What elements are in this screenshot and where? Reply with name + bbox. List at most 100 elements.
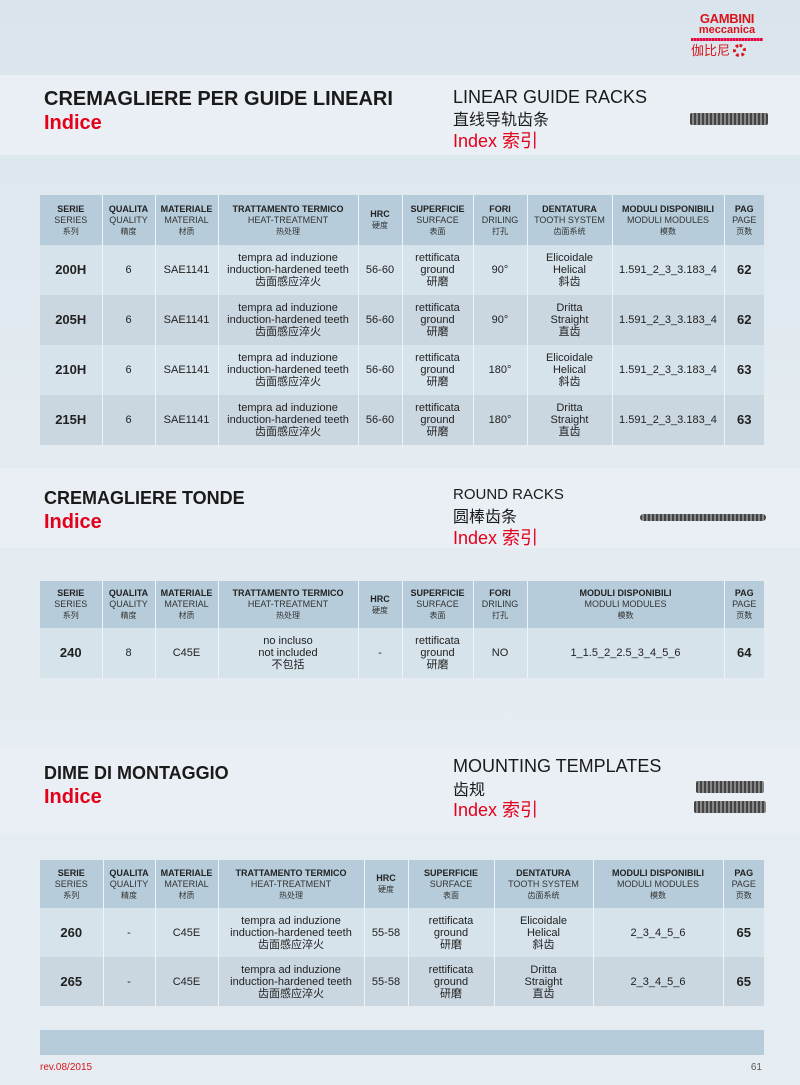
table-cell: 260 xyxy=(40,908,104,957)
table-cell: tempra ad induzione induction-hardened te… xyxy=(218,345,359,395)
table-cell: rettificata ground 研磨 xyxy=(402,245,474,295)
cell-line: tempra ad induzione xyxy=(238,302,338,314)
table-row: 240 8 C45E no incluso not included 不包括 - rettif… xyxy=(40,628,764,678)
cell-line: 180° xyxy=(488,414,512,426)
cell-line: 1.591_2_3_3.183_4 xyxy=(619,314,717,326)
header-line: 热处理 xyxy=(276,611,300,620)
indice-link[interactable]: Indice xyxy=(44,786,102,808)
table-cell: 90° xyxy=(473,295,528,345)
header-line: PAGE xyxy=(731,878,756,889)
section-band-templates xyxy=(0,747,800,833)
column-header: DENTATURA TOOTH SYSTEM 齿面系统 xyxy=(527,195,613,245)
cell-line: 56-60 xyxy=(365,414,395,426)
header-line: SURFACE xyxy=(416,599,459,609)
cell-line: Elicoidale xyxy=(519,914,568,927)
cell-line: Helical xyxy=(552,264,586,276)
section-title-en: MOUNTING TEMPLATES xyxy=(453,756,662,776)
mounting-templates-table: SERIE SERIES 系列 QUALITA QUALITY 精度 MATERIALE MA… xyxy=(40,860,764,1006)
header-line: 系列 xyxy=(63,890,80,900)
table-cell: tempra ad induzione induction-hardened te… xyxy=(218,295,359,345)
table-cell: 56-60 xyxy=(358,345,403,395)
cell-line: 齿面感应淬火 xyxy=(255,276,321,288)
header-line: SURFACE xyxy=(429,878,473,889)
cell-line: 不包括 xyxy=(271,659,305,671)
section-title-cn: 圆棒齿条 xyxy=(453,509,518,526)
table-cell: 205H xyxy=(40,295,103,345)
header-line: QUALITA xyxy=(108,203,149,214)
section-title-it: DIME DI MONTAGGIO xyxy=(44,763,229,783)
cell-line: 62 xyxy=(737,312,752,327)
table-cell: Dritta Straight 直齿 xyxy=(527,295,613,345)
cell-line: 200H xyxy=(55,262,87,277)
index-link[interactable]: Index 索引 xyxy=(453,528,539,548)
cell-line: 直齿 xyxy=(558,326,581,338)
cell-line: 6 xyxy=(125,264,132,276)
cell-line: SAE1141 xyxy=(163,414,210,426)
cell-line: 90° xyxy=(491,314,509,326)
cell-line: rettificata xyxy=(428,963,474,976)
header-line: 热处理 xyxy=(279,890,303,900)
cell-line: Helical xyxy=(526,926,560,939)
table-cell: - xyxy=(103,908,156,957)
header-line: PAG xyxy=(734,588,754,598)
cell-line: 55-58 xyxy=(371,975,401,988)
cell-line: 齿面感应淬火 xyxy=(255,376,321,388)
header-line: MATERIAL xyxy=(164,878,209,889)
table-cell: rettificata ground 研磨 xyxy=(402,295,474,345)
header-line: DRILING xyxy=(481,599,519,609)
cell-line: no incluso xyxy=(263,635,313,647)
header-line: 热处理 xyxy=(276,226,300,236)
cell-line: 1_1.5_2_2.5_3_4_5_6 xyxy=(570,647,681,659)
table-row: 215H 6 SAE1141 tempra ad induzione induction… xyxy=(40,395,764,445)
header-line: 页数 xyxy=(736,226,753,236)
header-line: SERIES xyxy=(54,214,88,225)
table-header-row: SERIE SERIES 系列 QUALITA QUALITY 精度 MATERIALE MA… xyxy=(40,581,764,628)
cell-line: ground xyxy=(433,975,469,988)
cell-line: 斜齿 xyxy=(532,938,555,951)
indice-link[interactable]: Indice xyxy=(44,112,102,134)
table-cell: 6 xyxy=(102,345,156,395)
cell-line: SAE1141 xyxy=(163,364,210,376)
header-line: 打孔 xyxy=(492,611,508,620)
header-line: SERIES xyxy=(54,599,88,609)
column-header: SERIE SERIES 系列 xyxy=(40,860,104,908)
header-line: 齿面系统 xyxy=(527,890,560,900)
table-cell: 2_3_4_5_6 xyxy=(593,957,724,1006)
cell-line: 64 xyxy=(737,645,752,660)
column-header: SERIE SERIES 系列 xyxy=(40,195,103,245)
cell-line: tempra ad induzione xyxy=(238,402,338,414)
header-line: DENTATURA xyxy=(542,203,597,214)
header-line: QUALITY xyxy=(109,214,148,225)
column-header: SERIE SERIES 系列 xyxy=(40,581,103,628)
index-link[interactable]: Index 索引 xyxy=(453,800,539,820)
section-band-linear xyxy=(0,75,800,155)
cell-line: tempra ad induzione xyxy=(238,252,338,264)
header-line: 硬度 xyxy=(372,605,388,615)
cell-line: C45E xyxy=(172,647,201,659)
header-line: MATERIALE xyxy=(160,588,213,598)
table-row: 260 - C45E tempra ad induzione induction-har… xyxy=(40,908,764,957)
table-cell: 6 xyxy=(102,395,156,445)
cell-line: 56-60 xyxy=(365,314,395,326)
header-line: MATERIALE xyxy=(160,867,213,878)
cell-line: 直齿 xyxy=(532,987,555,1000)
cell-line: 2_3_4_5_6 xyxy=(630,926,686,939)
round-rack-image xyxy=(640,514,766,521)
cell-line: ground xyxy=(433,926,469,939)
table-cell: C45E xyxy=(155,957,219,1006)
gear-icon xyxy=(733,44,747,57)
cell-line: NO xyxy=(491,647,509,659)
cell-line: C45E xyxy=(172,926,201,939)
header-line: 材质 xyxy=(178,611,195,620)
cell-line: 180° xyxy=(488,364,512,376)
column-header: MODULI DISPONIBILI MODULI MODULES 模数 xyxy=(612,195,725,245)
column-header: QUALITA QUALITY 精度 xyxy=(102,195,156,245)
table-cell: 215H xyxy=(40,395,103,445)
header-line: 精度 xyxy=(120,226,137,236)
column-header: TRATTAMENTO TERMICO HEAT-TREATMENT 热处理 xyxy=(218,195,359,245)
cell-line: rettificata xyxy=(415,352,460,364)
cell-line: rettificata xyxy=(415,302,460,314)
header-line: SERIE xyxy=(57,588,85,598)
indice-link[interactable]: Indice xyxy=(44,511,102,533)
index-link[interactable]: Index 索引 xyxy=(453,131,539,151)
